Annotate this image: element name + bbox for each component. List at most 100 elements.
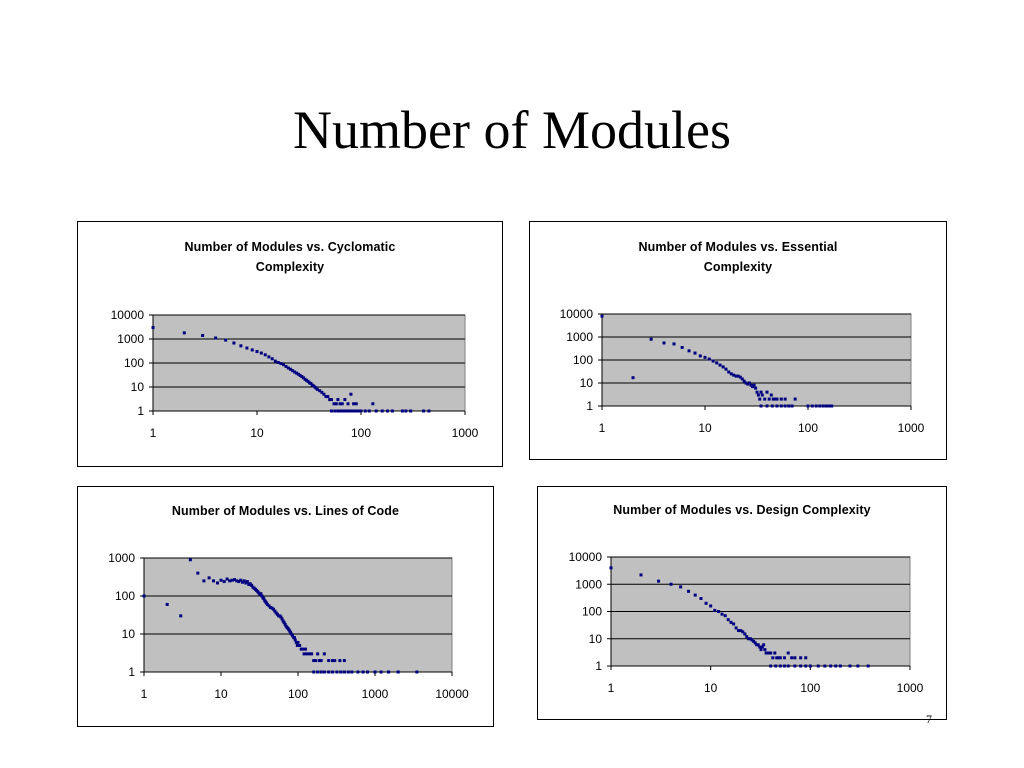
data-point: [333, 659, 337, 663]
data-point: [758, 645, 762, 649]
data-point: [289, 630, 293, 634]
data-point: [349, 392, 353, 396]
y-tick-label: 10: [131, 380, 145, 394]
data-point: [746, 382, 750, 386]
data-point: [222, 580, 226, 584]
y-tick-label: 1000: [575, 577, 602, 591]
data-point: [330, 670, 334, 674]
data-point: [338, 402, 342, 406]
data-point: [848, 664, 852, 668]
data-point: [301, 647, 305, 651]
data-point: [662, 341, 666, 345]
data-point: [300, 375, 304, 379]
chart-cyclomatic-complexity: Number of Modules vs. Cyclomatic Complex…: [77, 221, 503, 467]
data-point: [806, 404, 810, 408]
x-tick-label: 1: [608, 681, 615, 695]
data-point: [750, 638, 754, 642]
data-point: [315, 387, 319, 391]
data-point: [775, 397, 779, 401]
data-point: [759, 390, 763, 394]
chart-title: Number of Modules vs. Cyclomatic Complex…: [184, 240, 396, 274]
data-point: [352, 402, 356, 406]
data-point: [786, 651, 790, 655]
data-point: [284, 364, 288, 368]
x-tick-label: 1000: [897, 681, 924, 695]
data-point: [338, 659, 342, 663]
data-point: [745, 635, 749, 639]
data-point: [771, 397, 775, 401]
data-point: [235, 579, 239, 583]
chart-lines-of-code: Number of Modules vs. Lines of Code 1 10 1…: [77, 486, 494, 727]
data-point: [312, 659, 316, 663]
data-point: [363, 409, 367, 413]
data-point: [332, 402, 336, 406]
chart-title: Number of Modules vs. Design Complexity: [613, 503, 871, 517]
x-tick-label: 10000: [435, 687, 469, 701]
data-point: [314, 659, 318, 663]
y-tick-label: 10: [580, 376, 594, 390]
data-point: [763, 648, 767, 652]
data-point: [729, 372, 733, 376]
data-point: [267, 604, 271, 608]
data-point: [679, 585, 683, 589]
data-point: [286, 366, 290, 370]
data-point: [291, 634, 295, 638]
data-point: [350, 670, 354, 674]
data-point: [293, 370, 297, 374]
data-point: [741, 630, 745, 634]
data-point: [649, 337, 653, 341]
data-point: [763, 397, 767, 401]
x-tick-label: 1: [599, 421, 606, 435]
data-point: [764, 651, 768, 655]
data-point: [322, 392, 326, 396]
data-point: [765, 404, 769, 408]
data-point: [275, 612, 279, 616]
data-point: [756, 643, 760, 647]
data-point: [703, 355, 707, 359]
chart-design-complexity: Number of Modules vs. Design Complexity …: [537, 486, 947, 720]
data-point: [298, 643, 302, 647]
data-point: [379, 670, 383, 674]
data-point: [609, 566, 613, 570]
data-point: [810, 404, 814, 408]
x-tick-label: 10: [704, 681, 718, 695]
data-point: [371, 402, 375, 406]
data-point: [219, 578, 223, 582]
data-point: [762, 643, 766, 647]
data-point: [759, 648, 763, 652]
x-tick-label: 100: [351, 426, 371, 440]
data-point: [343, 398, 347, 402]
data-point: [276, 360, 280, 364]
y-tick-label: 100: [124, 356, 144, 370]
data-point: [693, 351, 697, 355]
data-point: [771, 656, 775, 660]
data-point: [834, 664, 838, 668]
data-point: [302, 376, 306, 380]
data-point: [346, 402, 350, 406]
data-point: [422, 409, 426, 413]
data-point: [727, 370, 731, 374]
data-point: [773, 397, 777, 401]
data-point: [240, 580, 244, 584]
data-point: [319, 670, 323, 674]
data-point: [230, 578, 234, 582]
data-point: [720, 612, 724, 616]
data-point: [201, 333, 205, 337]
data-point: [782, 664, 786, 668]
data-point: [283, 622, 287, 626]
data-point: [334, 402, 338, 406]
data-point: [292, 636, 296, 640]
data-point: [687, 349, 691, 353]
data-point: [657, 579, 661, 583]
data-point: [237, 580, 241, 584]
y-tick-label: 10000: [111, 308, 145, 322]
data-point: [713, 608, 717, 612]
data-point: [344, 409, 348, 413]
data-point: [151, 326, 155, 330]
data-point: [699, 596, 703, 600]
slide-title: Number of Modules: [293, 100, 731, 160]
data-point: [250, 583, 254, 587]
y-tick-label: 1000: [566, 330, 593, 344]
y-tick-label: 100: [582, 605, 602, 619]
data-point: [774, 664, 778, 668]
